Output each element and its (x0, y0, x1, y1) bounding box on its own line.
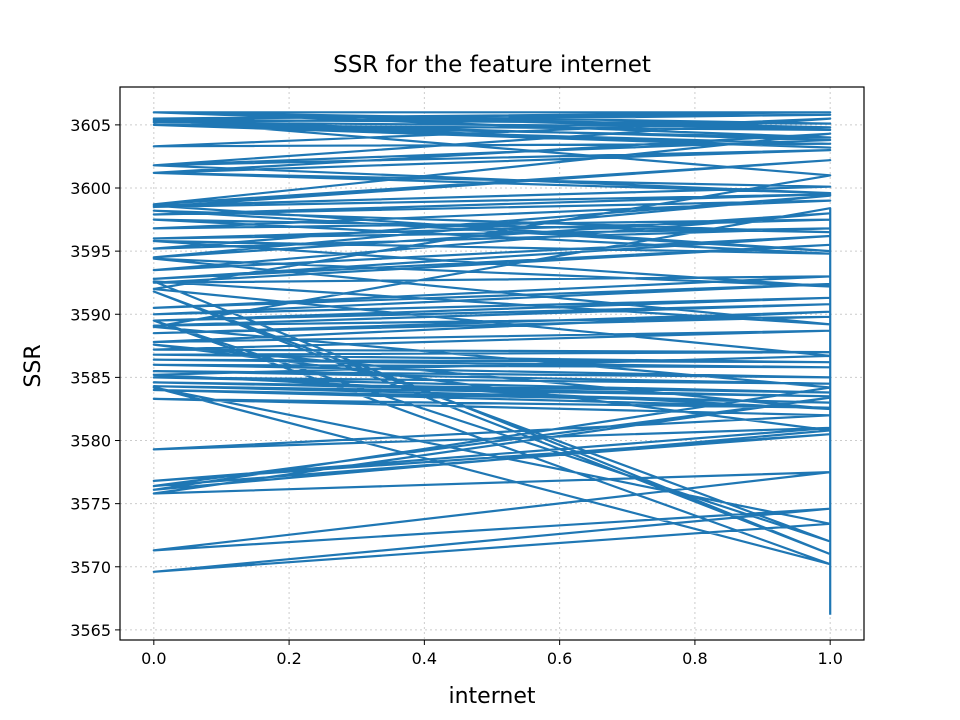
chart-title: SSR for the feature internet (333, 52, 651, 78)
y-tick-label: 3590 (70, 305, 111, 324)
x-axis-label: internet (449, 684, 536, 709)
plot-frame (119, 86, 865, 641)
y-axis-ticks: 3565 3570 3575 3580 3585 3590 3595 3600 3605 (70, 116, 120, 640)
y-tick-label: 3595 (70, 242, 111, 261)
y-tick-label: 3585 (70, 368, 111, 387)
y-axis-label: SSR (21, 344, 46, 387)
y-tick-label: 3570 (70, 558, 111, 577)
y-tick-label: 3575 (70, 495, 111, 514)
x-tick-label: 0.8 (682, 649, 707, 668)
x-tick-label: 0.2 (276, 649, 301, 668)
x-axis-ticks: 0.0 0.2 0.4 0.6 0.8 1.0 (141, 640, 843, 668)
x-tick-label: 1.0 (817, 649, 842, 668)
ssr-series-line (152, 111, 832, 615)
x-tick-label: 0.0 (141, 649, 166, 668)
y-tick-label: 3605 (70, 116, 111, 135)
x-tick-label: 0.4 (412, 649, 437, 668)
y-tick-label: 3580 (70, 432, 111, 451)
y-tick-label: 3600 (70, 179, 111, 198)
x-tick-label: 0.6 (547, 649, 572, 668)
y-tick-label: 3565 (70, 621, 111, 640)
series-layer (152, 111, 832, 615)
